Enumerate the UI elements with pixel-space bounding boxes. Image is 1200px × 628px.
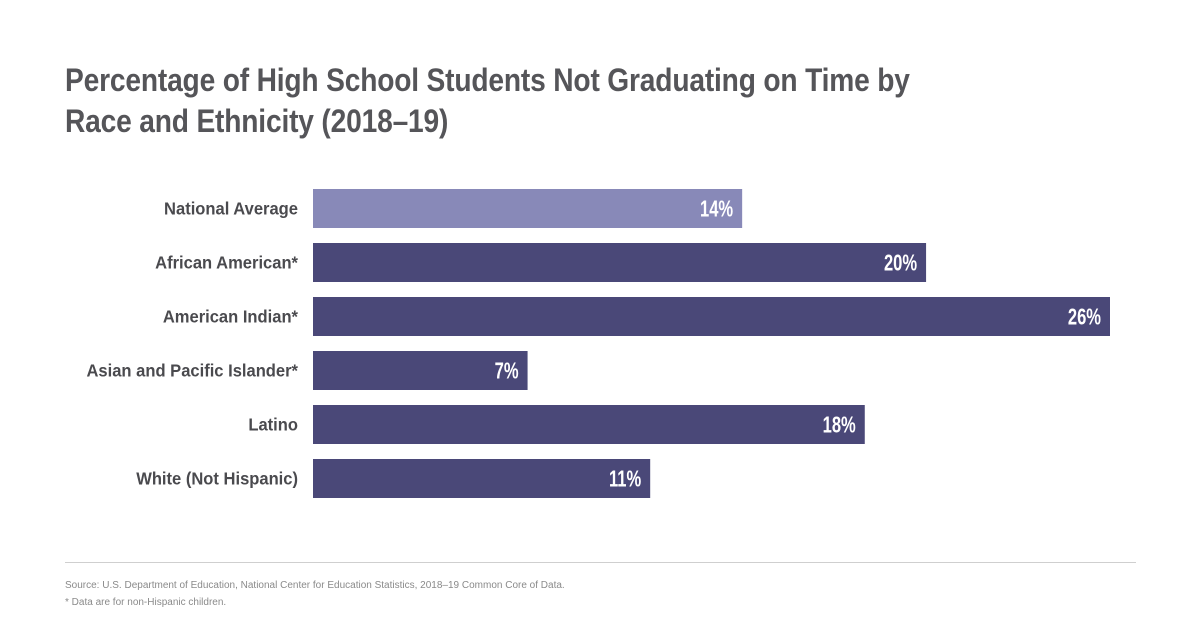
value-label-5: 11% — [609, 467, 641, 492]
bar-1 — [313, 243, 927, 282]
category-label-5: White (Not Hispanic) — [136, 468, 298, 489]
bar-3 — [313, 351, 528, 390]
footnote: * Data are for non-Hispanic children. — [65, 597, 227, 608]
value-label-4: 18% — [823, 413, 856, 438]
chart-title-line-2: Race and Ethnicity (2018–19) — [65, 103, 449, 139]
category-label-3: Asian and Pacific Islander* — [86, 360, 298, 381]
bar-5 — [313, 459, 651, 498]
bar-chart: National Average 14% African American* 20% A… — [86, 189, 1110, 498]
value-label-0: 14% — [700, 197, 733, 222]
bar-2 — [313, 297, 1110, 336]
bar-0 — [313, 189, 743, 228]
category-label-4: Latino — [248, 414, 298, 435]
value-label-3: 7% — [495, 359, 519, 384]
chart-title-line-1: Percentage of High School Students Not G… — [65, 62, 910, 98]
value-label-2: 26% — [1068, 305, 1101, 330]
category-label-0: National Average — [164, 198, 298, 219]
value-label-1: 20% — [884, 251, 917, 276]
bar-4 — [313, 405, 865, 444]
footer-divider — [65, 562, 1136, 563]
category-label-1: African American* — [155, 252, 298, 273]
source-note: Source: U.S. Department of Education, Na… — [65, 580, 565, 591]
chart-title: Percentage of High School Students Not G… — [65, 60, 945, 142]
category-label-2: American Indian* — [163, 306, 298, 327]
